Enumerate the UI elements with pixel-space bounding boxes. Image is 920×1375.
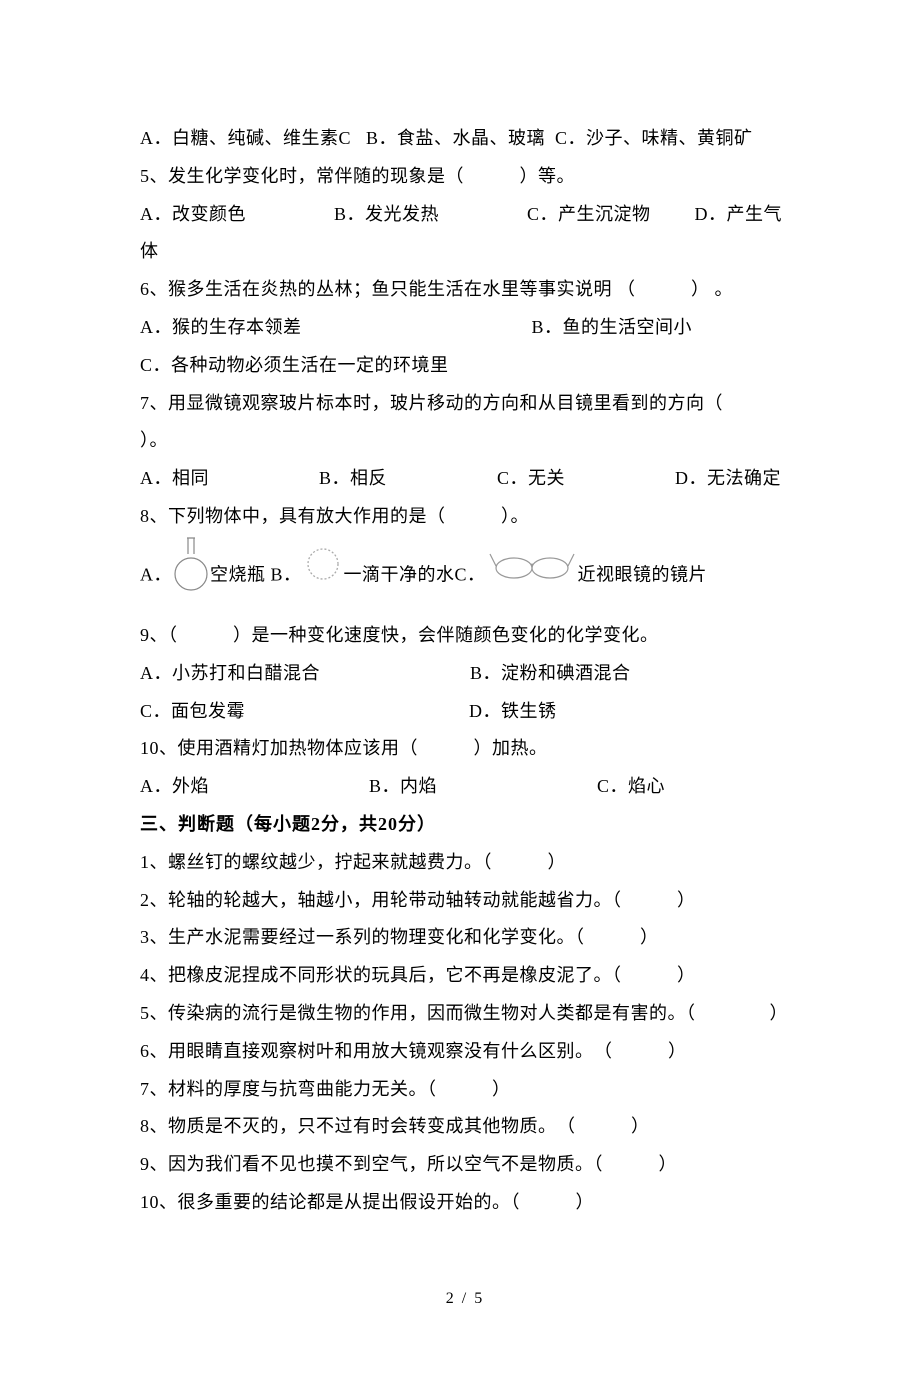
q4-opt-c: C．沙子、味精、黄铜矿 bbox=[555, 128, 753, 148]
q9-options-row2: C．面包发霉 D．铁生锈 bbox=[140, 693, 790, 731]
q10-opt-c: C．焰心 bbox=[597, 776, 665, 796]
judge-4: 4、把橡皮泥捏成不同形状的玩具后，它不再是橡皮泥了。（ ） bbox=[140, 957, 790, 995]
judge-2: 2、轮轴的轮越大，轴越小，用轮带动轴转动就能越省力。（ ） bbox=[140, 882, 790, 920]
q7-opt-a: A．相同 bbox=[140, 468, 209, 488]
q9-opt-d: D．铁生锈 bbox=[469, 701, 557, 721]
page-number: 2 / 5 bbox=[140, 1282, 790, 1316]
q9-opt-c: C．面包发霉 bbox=[140, 701, 245, 721]
judge-7: 7、材料的厚度与抗弯曲能力无关。（ ） bbox=[140, 1071, 790, 1109]
q6-options-row1: A．猴的生存本领差 B．鱼的生活空间小 bbox=[140, 309, 790, 347]
q7-opt-c: C．无关 bbox=[497, 468, 565, 488]
q6-opt-a: A．猴的生存本领差 bbox=[140, 317, 302, 337]
q10-stem: 10、使用酒精灯加热物体应该用（ ）加热。 bbox=[140, 730, 790, 768]
judge-9: 9、因为我们看不见也摸不到空气，所以空气不是物质。（ ） bbox=[140, 1146, 790, 1184]
judge-1: 1、螺丝钉的螺纹越少，拧起来就越费力。（ ） bbox=[140, 844, 790, 882]
q7-stem-line1: 7、用显微镜观察玻片标本时，玻片移动的方向和从目镜里看到的方向（ bbox=[140, 385, 790, 423]
page-content: A．白糖、纯碱、维生素C B．食盐、水晶、玻璃 C．沙子、味精、黄铜矿 5、发生… bbox=[0, 0, 920, 1375]
q5-opt-c: C．产生沉淀物 bbox=[527, 204, 651, 224]
q5-opt-a: A．改变颜色 bbox=[140, 204, 246, 224]
flask-icon bbox=[174, 536, 208, 617]
q6-options-row2: C．各种动物必须生活在一定的环境里 bbox=[140, 347, 790, 385]
q4-options: A．白糖、纯碱、维生素C B．食盐、水晶、玻璃 C．沙子、味精、黄铜矿 bbox=[140, 120, 790, 158]
q6-stem: 6、猴多生活在炎热的丛林；鱼只能生活在水里等事实说明 （ ） 。 bbox=[140, 271, 790, 309]
judge-6: 6、用眼睛直接观察树叶和用放大镜观察没有什么区别。 （ ） bbox=[140, 1033, 790, 1071]
water-drop-icon bbox=[304, 545, 342, 608]
q10-options: A．外焰 B．内焰 C．焰心 bbox=[140, 768, 790, 806]
q8-opt-a-pre: A． bbox=[140, 564, 172, 584]
q9-opt-b: B．淀粉和碘酒混合 bbox=[470, 663, 631, 683]
q6-opt-b: B．鱼的生活空间小 bbox=[532, 317, 693, 337]
q4-opt-a: A．白糖、纯碱、维生素C bbox=[140, 128, 351, 148]
q4-opt-b: B．食盐、水晶、玻璃 bbox=[366, 128, 545, 148]
section-3-heading: 三、判断题（每小题2分，共20分） bbox=[140, 806, 790, 844]
q9-options-row1: A．小苏打和白醋混合 B．淀粉和碘酒混合 bbox=[140, 655, 790, 693]
q8-options: A． 空烧瓶 B． 一滴干净的水C． 近视眼镜的镜片 bbox=[140, 536, 790, 617]
q5-opt-b: B．发光发热 bbox=[334, 204, 439, 224]
q6-opt-c: C．各种动物必须生活在一定的环境里 bbox=[140, 355, 449, 375]
q5-options: A．改变颜色B．发光发热C．产生沉淀物D．产生气体 bbox=[140, 196, 790, 272]
q9-opt-a: A．小苏打和白醋混合 bbox=[140, 663, 320, 683]
q7-stem-line2: ）。 bbox=[140, 422, 790, 460]
judge-5: 5、传染病的流行是微生物的作用，因而微生物对人类都是有害的。（ ） bbox=[140, 995, 790, 1033]
judge-3: 3、生产水泥需要经过一系列的物理变化和化学变化。（ ） bbox=[140, 919, 790, 957]
q8-stem: 8、下列物体中，具有放大作用的是（ ）。 bbox=[140, 498, 790, 536]
q10-opt-a: A．外焰 bbox=[140, 776, 209, 796]
q8-opt-c-post: 近视眼镜的镜片 bbox=[578, 564, 708, 584]
q8-opt-a-post: 空烧瓶 bbox=[210, 564, 266, 584]
judge-10: 10、很多重要的结论都是从提出假设开始的。（ ） bbox=[140, 1184, 790, 1222]
q9-stem: 9、（ ）是一种变化速度快，会伴随颜色变化的化学变化。 bbox=[140, 617, 790, 655]
q5-stem: 5、发生化学变化时，常伴随的现象是（ ）等。 bbox=[140, 158, 790, 196]
q8-opt-b-post: 一滴干净的水 bbox=[344, 564, 455, 584]
judge-8: 8、物质是不灭的，只不过有时会转变成其他物质。 （ ） bbox=[140, 1108, 790, 1146]
q10-opt-b: B．内焰 bbox=[369, 776, 437, 796]
q7-opt-b: B．相反 bbox=[319, 468, 387, 488]
q7-options: A．相同 B．相反 C．无关 D．无法确定 bbox=[140, 460, 790, 498]
glasses-icon bbox=[488, 546, 576, 607]
q8-opt-b-pre: B． bbox=[271, 564, 302, 584]
q8-opt-c-pre: C． bbox=[455, 564, 486, 584]
q7-opt-d: D．无法确定 bbox=[675, 468, 781, 488]
